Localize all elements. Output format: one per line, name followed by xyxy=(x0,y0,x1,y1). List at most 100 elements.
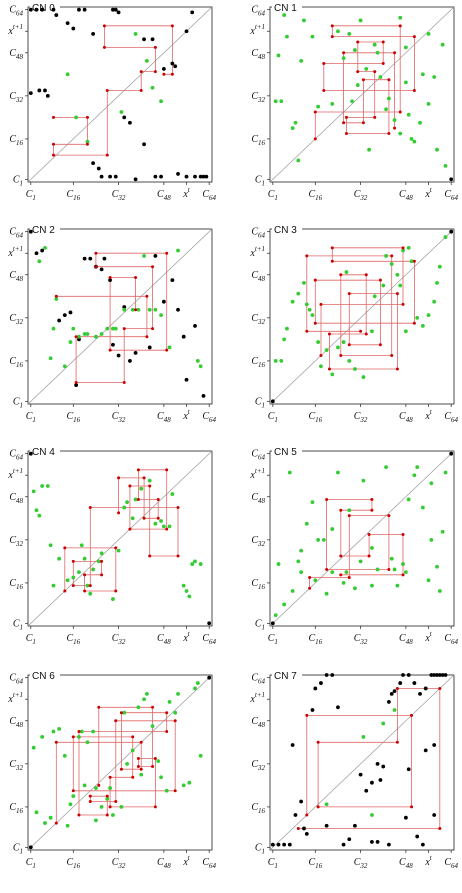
green-point xyxy=(437,264,442,269)
green-point xyxy=(336,29,340,34)
green-point xyxy=(190,562,195,566)
orbit-point xyxy=(305,329,309,333)
black-point xyxy=(386,700,391,704)
green-point xyxy=(133,32,138,36)
black-point xyxy=(153,174,158,179)
green-point xyxy=(398,15,403,20)
y-tick-label: xt+1 xyxy=(7,245,23,259)
black-point xyxy=(28,91,33,96)
green-point xyxy=(443,470,448,475)
green-point xyxy=(370,546,374,550)
green-point xyxy=(31,489,36,494)
green-point xyxy=(401,248,405,253)
panel-cn-2: CN 2 C1 C16 C32 C48 xt C64 C1 C16 C32 C48 xt+1 C64 xyxy=(7,223,217,424)
x-tick-label: xt xyxy=(182,186,190,200)
black-point xyxy=(415,834,420,839)
black-point xyxy=(406,767,411,772)
black-point xyxy=(176,172,180,176)
green-point xyxy=(304,302,309,307)
green-point xyxy=(85,139,90,144)
green-point xyxy=(96,559,101,564)
identity-diagonal xyxy=(27,674,213,851)
green-point xyxy=(133,497,138,502)
black-point xyxy=(45,93,50,98)
green-point xyxy=(406,112,411,117)
black-point xyxy=(133,177,138,182)
black-point xyxy=(435,673,439,677)
orbit-point xyxy=(395,292,399,296)
black-point xyxy=(34,7,39,12)
x-tick-label: C48 xyxy=(157,857,171,870)
orbit-point xyxy=(151,705,155,709)
orbit-point xyxy=(162,72,166,76)
black-point xyxy=(406,673,411,677)
x-tick-label: C48 xyxy=(399,857,413,870)
green-point xyxy=(403,329,408,334)
green-point xyxy=(370,813,374,817)
green-point xyxy=(429,481,434,486)
orbit-point xyxy=(153,45,157,49)
black-point xyxy=(319,681,323,685)
black-point xyxy=(201,174,206,179)
green-point xyxy=(40,735,45,739)
green-point xyxy=(43,821,47,825)
green-point xyxy=(437,589,442,593)
green-point xyxy=(193,559,197,564)
orbit-point xyxy=(347,343,351,347)
green-point xyxy=(375,50,380,55)
black-point xyxy=(364,788,369,793)
green-point xyxy=(296,291,301,296)
orbit-point xyxy=(173,789,177,793)
orbit-point xyxy=(105,794,109,798)
orbit-point xyxy=(347,514,351,518)
green-point xyxy=(99,551,104,556)
green-point xyxy=(440,529,445,534)
plot-frame xyxy=(269,6,455,183)
y-tick-label: C32 xyxy=(251,313,265,326)
green-point xyxy=(372,42,377,47)
green-point xyxy=(341,581,346,585)
orbit-point xyxy=(117,511,121,515)
orbit-point xyxy=(364,273,368,277)
y-tick-label: C16 xyxy=(9,578,23,591)
green-point xyxy=(119,805,124,809)
black-point xyxy=(113,174,118,179)
black-point xyxy=(62,313,67,318)
y-tick-label: xt+1 xyxy=(7,467,23,481)
black-point xyxy=(88,256,93,261)
orbit-point xyxy=(313,278,317,282)
green-point xyxy=(296,158,301,163)
panel-title: CN 7 xyxy=(274,671,297,682)
black-point xyxy=(370,840,374,844)
orbit-point xyxy=(387,132,391,136)
x-tick-label: C48 xyxy=(157,189,171,202)
black-point xyxy=(358,772,363,777)
orbit-point xyxy=(339,573,343,577)
identity-diagonal xyxy=(269,228,455,405)
orbit-point xyxy=(108,775,112,779)
orbit-point xyxy=(398,24,402,28)
orbit-point xyxy=(122,327,126,331)
y-tick-label: C16 xyxy=(9,802,23,815)
green-point xyxy=(358,18,363,23)
orbit-point xyxy=(412,35,416,39)
orbit-point xyxy=(378,343,382,347)
green-point xyxy=(91,729,96,734)
green-point xyxy=(406,245,411,250)
black-point xyxy=(429,673,434,677)
orbit-point xyxy=(94,265,98,269)
green-point xyxy=(105,326,110,331)
green-point xyxy=(77,334,81,339)
black-point xyxy=(161,299,166,304)
green-point xyxy=(344,270,349,274)
green-point xyxy=(299,58,304,63)
green-point xyxy=(181,783,186,788)
green-point xyxy=(429,537,434,542)
x-tick-label: C48 xyxy=(157,633,171,646)
green-point xyxy=(398,131,403,136)
black-point xyxy=(161,67,166,71)
black-point xyxy=(193,174,197,179)
green-point xyxy=(181,583,186,588)
green-point xyxy=(378,75,383,79)
orbit-point xyxy=(173,719,177,723)
